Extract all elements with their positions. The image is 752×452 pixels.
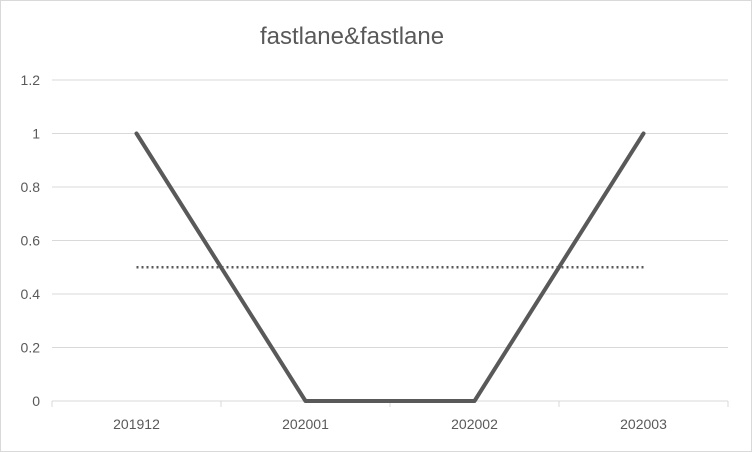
x-tick-label: 202001 (282, 416, 329, 432)
solid-series-line (134, 131, 646, 403)
y-tick-label: 1.2 (21, 72, 41, 88)
x-tick-label: 202003 (620, 416, 667, 432)
y-tick-label: 0.6 (21, 233, 41, 249)
x-axis: 201912 202001 202002 202003 (51, 400, 729, 432)
y-tick-label: 0.8 (21, 179, 41, 195)
x-tick-label: 202002 (451, 416, 498, 432)
x-tick-label: 201912 (113, 416, 160, 432)
y-tick-label: 0.4 (21, 286, 41, 302)
series-layer (134, 131, 646, 403)
chart-title: fastlane&fastlane (260, 23, 444, 50)
y-tick-label: 1 (32, 126, 40, 142)
gridlines (52, 79, 728, 348)
y-tick-label: 0 (32, 393, 40, 409)
y-tick-label: 0.2 (21, 340, 41, 356)
y-axis-ticks: 0 0.2 0.4 0.6 0.8 1 1.2 (21, 72, 41, 409)
